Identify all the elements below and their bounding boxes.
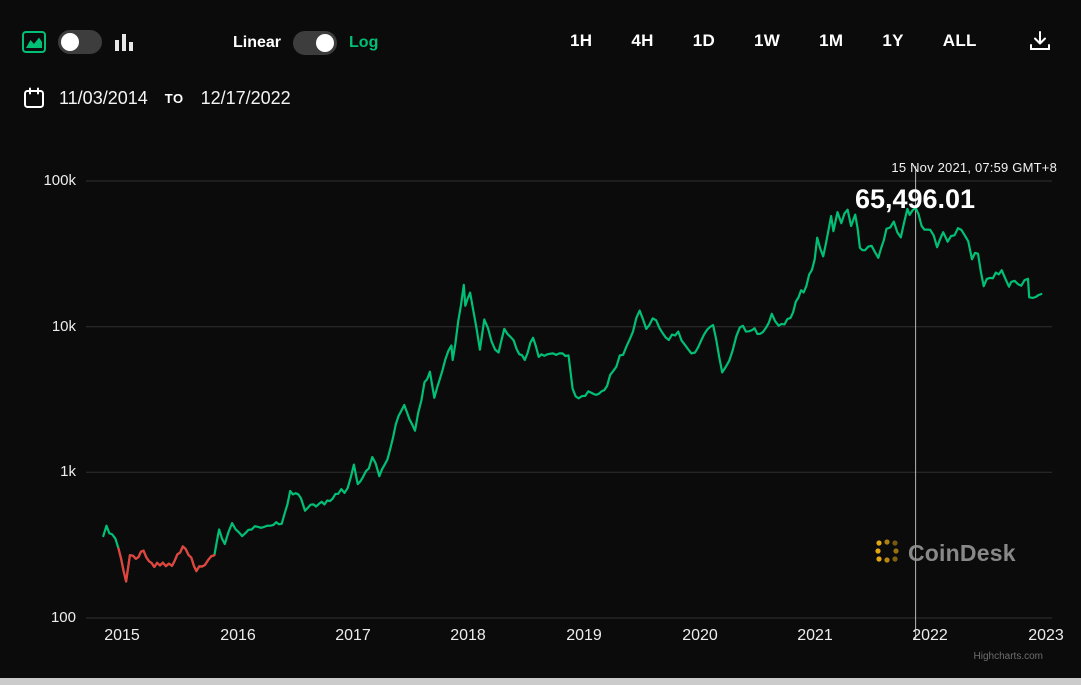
range-1m[interactable]: 1M [819,31,844,50]
scale-toggle[interactable] [293,31,338,55]
y-tick-100k: 100k [43,172,76,189]
range-1w[interactable]: 1W [754,31,781,50]
y-tick-10k: 10k [51,318,76,335]
calendar-icon[interactable] [22,86,46,110]
range-1h[interactable]: 1H [570,31,593,50]
x-tick-2023: 2023 [1028,627,1064,644]
start-date[interactable]: 11/03/2014 [59,87,148,108]
range-all[interactable]: ALL [942,31,977,50]
range-selector: 1H 4H 1D 1W 1M 1Y ALL [570,31,977,51]
y-tick-1k: 1k [60,463,76,480]
x-tick-2015: 2015 [104,627,140,644]
x-tick-2018: 2018 [450,627,486,644]
x-tick-2017: 2017 [335,627,371,644]
coindesk-logo-text: CoinDesk [908,540,1016,566]
date-separator: TO [164,90,184,106]
area-chart-icon[interactable] [22,31,46,53]
page-bottom-strip [0,678,1081,685]
date-range-picker: 11/03/2014 TO 12/17/2022 [22,86,291,110]
x-tick-2022: 2022 [912,627,948,644]
toggle-knob [61,33,79,51]
tooltip-datetime: 15 Nov 2021, 07:59 GMT+8 [891,160,1057,175]
coindesk-logo-icon [874,538,900,569]
tooltip-value: 65,496.01 [854,184,976,214]
download-icon[interactable] [1028,30,1052,52]
end-date[interactable]: 12/17/2022 [200,87,291,108]
x-tick-2021: 2021 [797,627,833,644]
scale-controls: Linear Log [233,31,378,55]
chart-type-toggle[interactable] [58,30,102,54]
toggle-knob [316,34,335,52]
coindesk-watermark: CoinDesk [874,538,1016,569]
price-line-green [102,206,1043,583]
x-tick-2016: 2016 [220,627,256,644]
range-1d[interactable]: 1D [692,31,716,50]
highcharts-credit[interactable]: Highcharts.com [973,651,1043,662]
y-tick-100: 100 [50,609,76,626]
log-label[interactable]: Log [349,34,379,51]
chart-type-controls [22,30,134,54]
x-tick-2020: 2020 [682,627,718,644]
linear-label[interactable]: Linear [233,34,282,51]
range-4h[interactable]: 4H [631,31,654,50]
x-tick-2019: 2019 [566,627,602,644]
price-line-red [117,545,216,583]
range-1y[interactable]: 1Y [882,31,904,50]
bar-chart-icon[interactable] [114,33,134,51]
